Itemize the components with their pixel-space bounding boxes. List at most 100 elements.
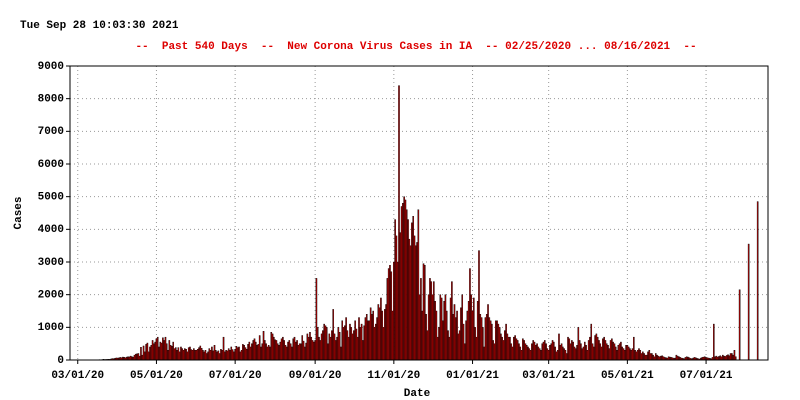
bar xyxy=(242,344,244,361)
bar xyxy=(505,323,507,361)
bar xyxy=(442,320,444,361)
bar xyxy=(138,355,141,361)
bar xyxy=(573,346,576,361)
bar xyxy=(460,307,462,361)
bar xyxy=(444,294,447,361)
bar xyxy=(291,346,293,361)
bar xyxy=(661,355,663,361)
bar xyxy=(315,278,318,361)
bar xyxy=(133,354,136,361)
bar xyxy=(413,235,416,361)
bar xyxy=(473,297,475,361)
bar xyxy=(494,320,497,361)
bar xyxy=(227,348,230,361)
y-tick-label: 5000 xyxy=(38,192,64,204)
bar xyxy=(198,347,200,361)
bar xyxy=(504,330,506,361)
bar xyxy=(729,353,732,361)
bar xyxy=(175,347,177,361)
bar xyxy=(225,350,227,361)
bar xyxy=(675,354,678,361)
bar xyxy=(520,350,523,361)
bar xyxy=(199,345,202,361)
bar xyxy=(524,343,527,361)
x-tick-label: 05/01/21 xyxy=(601,370,654,382)
bar xyxy=(203,351,205,361)
bar xyxy=(456,310,458,361)
bar xyxy=(159,341,162,361)
bar xyxy=(722,354,724,361)
bar xyxy=(626,345,629,361)
bar xyxy=(341,320,344,361)
bar xyxy=(571,340,573,361)
bar xyxy=(271,333,274,361)
bar xyxy=(300,343,302,361)
bar xyxy=(386,278,389,361)
bar xyxy=(435,310,438,361)
bar xyxy=(220,349,222,361)
bar xyxy=(537,346,540,361)
bar xyxy=(445,310,448,361)
bar xyxy=(756,201,759,361)
bar xyxy=(572,341,574,361)
bar xyxy=(196,349,199,361)
bar xyxy=(518,343,520,361)
bar xyxy=(430,281,433,361)
y-tick-label: 7000 xyxy=(38,126,64,138)
bar xyxy=(489,320,492,361)
bar xyxy=(595,333,598,361)
bar xyxy=(471,310,474,361)
bar xyxy=(311,340,314,361)
bar xyxy=(448,336,451,361)
bar xyxy=(160,342,163,361)
bar xyxy=(211,346,213,361)
bar xyxy=(390,271,393,361)
bar xyxy=(367,320,369,361)
bar xyxy=(144,351,146,361)
bar xyxy=(310,336,313,361)
bar xyxy=(515,338,518,361)
bar xyxy=(545,343,547,361)
bar xyxy=(563,348,565,361)
bar xyxy=(204,350,207,361)
bar xyxy=(467,301,470,361)
bar xyxy=(636,350,639,361)
bar xyxy=(644,354,647,361)
bar xyxy=(514,335,516,361)
bar xyxy=(287,341,289,361)
bar xyxy=(253,338,256,361)
bar xyxy=(224,351,226,361)
bar xyxy=(569,343,572,361)
bar xyxy=(229,350,231,361)
bar xyxy=(728,355,731,361)
bar xyxy=(322,330,324,361)
bar xyxy=(230,346,233,361)
bar xyxy=(547,350,550,361)
x-axis-label: Date xyxy=(404,388,431,400)
bar xyxy=(648,350,651,361)
bar xyxy=(599,343,602,361)
x-tick-label: 07/01/20 xyxy=(209,370,262,382)
bar xyxy=(427,294,430,361)
bar xyxy=(364,317,367,361)
bar xyxy=(496,320,498,361)
bar xyxy=(719,355,722,361)
bar xyxy=(257,344,260,361)
bar xyxy=(356,336,359,361)
bar xyxy=(590,323,593,361)
bar xyxy=(338,332,341,361)
y-tick-label: 6000 xyxy=(38,159,64,171)
bar xyxy=(402,202,404,361)
bar xyxy=(400,206,403,361)
bar xyxy=(325,327,328,361)
bar xyxy=(431,294,434,361)
x-tick-label: 05/01/20 xyxy=(130,370,183,382)
bar xyxy=(378,307,381,361)
bar xyxy=(154,341,156,361)
bar xyxy=(283,340,285,361)
bar xyxy=(336,336,338,361)
bar xyxy=(404,199,407,361)
bar xyxy=(640,353,643,361)
bar xyxy=(451,281,453,361)
bar xyxy=(556,350,559,361)
